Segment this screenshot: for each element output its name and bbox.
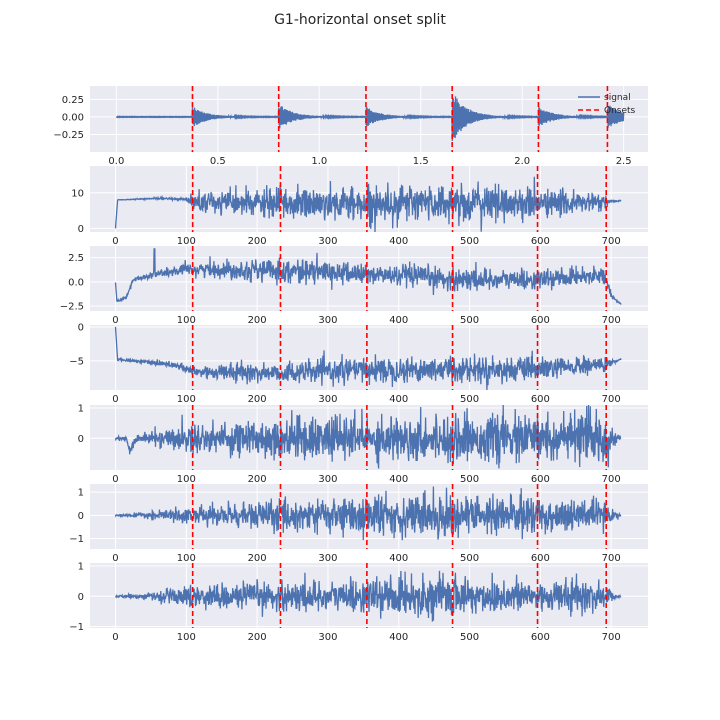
x-tick-label: 100	[177, 553, 196, 564]
subplot-feature-6: 0 100 200 300 400 500 600 700 1 0 −1	[69, 562, 648, 643]
x-tick-label: 300	[318, 394, 337, 405]
x-tick-label: 0	[112, 236, 118, 247]
y-tick-label: −1	[69, 622, 84, 633]
x-tick-label: 0	[112, 394, 118, 405]
x-tick-label: 0.0	[108, 156, 124, 167]
x-tick-label: 300	[318, 315, 337, 326]
x-tick-label: 0.5	[210, 156, 226, 167]
x-tick-label: 600	[531, 553, 550, 564]
x-tick-label: 600	[531, 315, 550, 326]
y-tick-label: 0	[78, 224, 84, 235]
legend: signal Onsets	[578, 93, 636, 116]
x-tick-label: 400	[389, 553, 408, 564]
x-tick-label: 300	[318, 236, 337, 247]
x-tick-label: 100	[177, 632, 196, 643]
y-tick-label: −5	[69, 356, 84, 367]
x-tick-label: 600	[531, 394, 550, 405]
signal-line	[115, 570, 622, 622]
subplot-waveform: 0.0 0.5 1.0 1.5 2.0 2.5 0.25 0.00 −0.25 signal Ons…	[53, 86, 648, 167]
y-tick-label: 1	[78, 488, 84, 499]
y-tick-label: 0.0	[68, 277, 84, 288]
x-tick-label: 100	[177, 394, 196, 405]
x-tick-label: 100	[177, 236, 196, 247]
x-tick-label: 0	[112, 474, 118, 485]
x-tick-label: 200	[248, 474, 267, 485]
x-tick-label: 400	[389, 394, 408, 405]
y-tick-label: 0	[78, 511, 84, 522]
signal-line	[114, 248, 622, 305]
y-tick-label: −1	[69, 534, 84, 545]
y-tick-label: 0	[78, 434, 84, 445]
y-tick-label: −2.5	[60, 302, 84, 313]
x-tick-label: 100	[177, 315, 196, 326]
y-tick-label: 1	[78, 562, 84, 573]
x-tick-label: 500	[460, 474, 479, 485]
x-tick-label: 200	[248, 632, 267, 643]
x-tick-label: 600	[531, 236, 550, 247]
x-tick-label: 500	[460, 394, 479, 405]
x-tick-label: 700	[602, 474, 621, 485]
y-tick-label: 0	[78, 592, 84, 603]
x-tick-label: 400	[389, 632, 408, 643]
x-tick-label: 400	[389, 236, 408, 247]
subplot-feature-2: 0 100 200 300 400 500 600 700 2.5 0.0 −2.5	[60, 246, 648, 326]
subplot-feature-3: 0 100 200 300 400 500 600 700 0 −5	[69, 323, 648, 405]
y-tick-label: 10	[71, 188, 84, 199]
chart-title: G1-horizontal onset split	[274, 12, 446, 28]
y-tick-label: 2.5	[68, 253, 84, 264]
x-tick-label: 200	[248, 315, 267, 326]
x-tick-label: 0	[112, 553, 118, 564]
signal-line	[114, 404, 622, 469]
x-tick-label: 300	[318, 632, 337, 643]
signal-line	[114, 176, 622, 233]
y-tick-label: 0	[78, 323, 84, 334]
x-tick-label: 200	[248, 394, 267, 405]
y-tick-label: −0.25	[53, 130, 84, 141]
x-tick-label: 600	[531, 474, 550, 485]
x-tick-label: 700	[602, 394, 621, 405]
x-tick-label: 400	[389, 315, 408, 326]
x-tick-label: 500	[460, 553, 479, 564]
x-tick-label: 0	[112, 315, 118, 326]
subplot-feature-4: 0 100 200 300 400 500 600 700 1 0	[78, 404, 648, 485]
x-tick-label: 2.5	[616, 156, 632, 167]
x-tick-label: 300	[318, 553, 337, 564]
subplot-feature-5: 0 100 200 300 400 500 600 700 1 0 −1	[69, 484, 648, 564]
legend-label: signal	[604, 93, 631, 103]
subplot-stack: 0.0 0.5 1.0 1.5 2.0 2.50.250.00−0.25signalOns…	[53, 86, 648, 643]
x-tick-label: 1.5	[413, 156, 429, 167]
x-tick-label: 2.0	[514, 156, 530, 167]
legend-label: Onsets	[604, 106, 636, 116]
x-tick-label: 100	[177, 474, 196, 485]
x-tick-label: 200	[248, 553, 267, 564]
x-tick-label: 1.0	[311, 156, 327, 167]
x-tick-label: 500	[460, 632, 479, 643]
y-tick-label: 0.25	[62, 95, 84, 106]
x-tick-label: 700	[602, 553, 621, 564]
x-tick-label: 500	[460, 315, 479, 326]
x-tick-label: 500	[460, 236, 479, 247]
y-tick-label: 1	[78, 404, 84, 415]
x-tick-label: 200	[248, 236, 267, 247]
x-tick-label: 400	[389, 474, 408, 485]
x-tick-label: 0	[112, 632, 118, 643]
x-tick-label: 700	[602, 236, 621, 247]
y-tick-label: 0.00	[62, 112, 84, 123]
x-tick-label: 700	[602, 315, 621, 326]
x-tick-label: 300	[318, 474, 337, 485]
x-tick-label: 700	[602, 632, 621, 643]
x-tick-label: 600	[531, 632, 550, 643]
